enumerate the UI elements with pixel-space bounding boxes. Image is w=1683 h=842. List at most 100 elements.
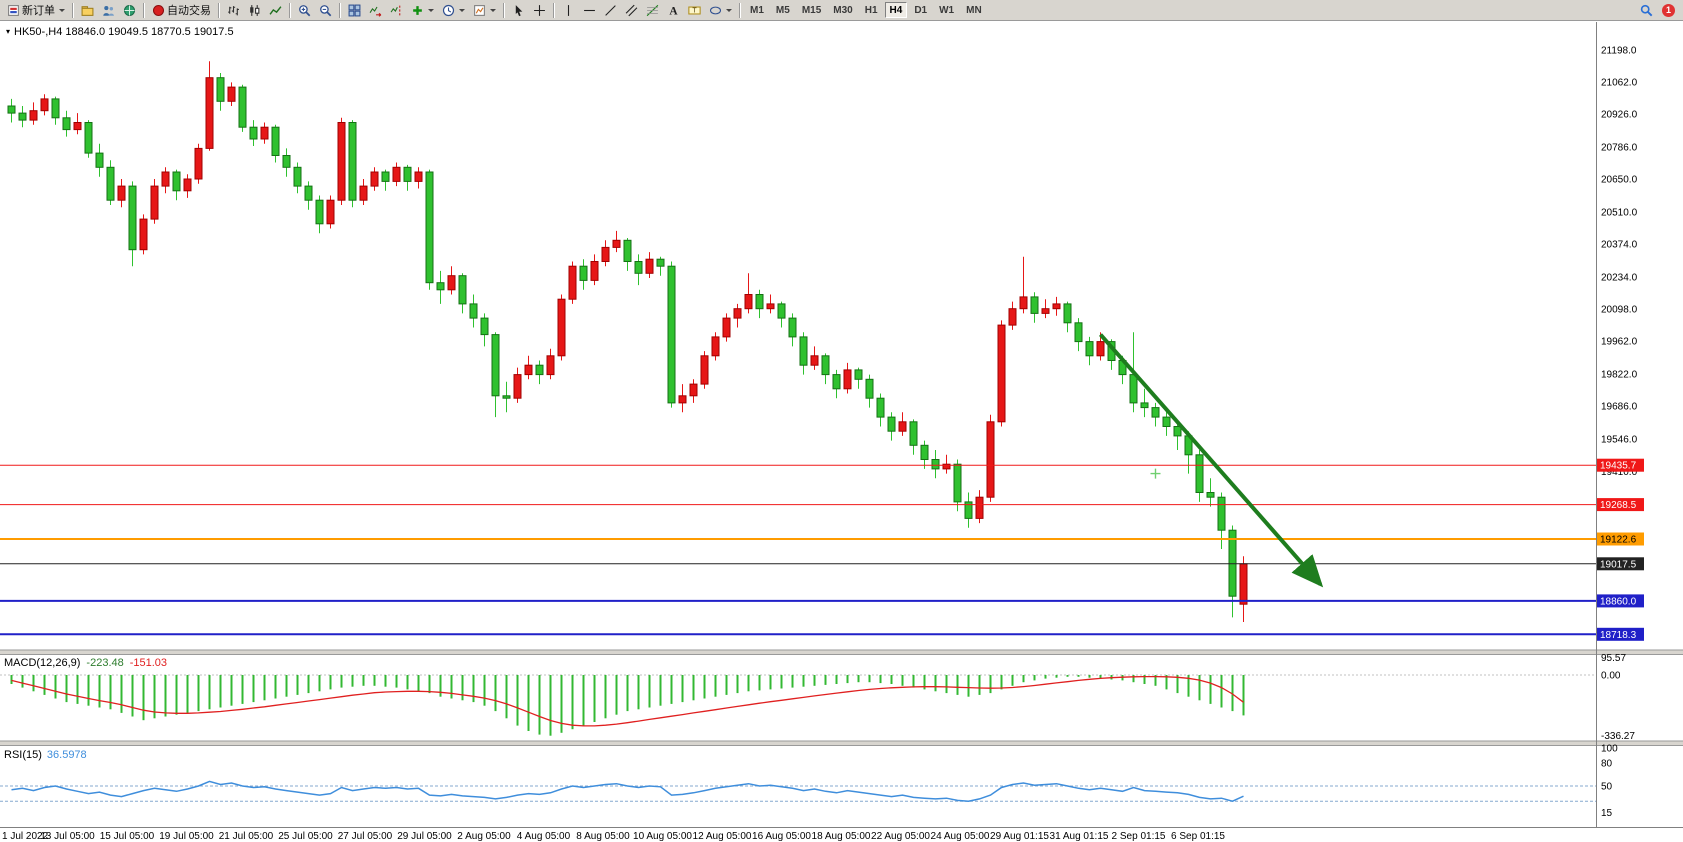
time-axis-label: 15 Jul 05:00 — [100, 831, 155, 842]
vertical-line-button[interactable] — [558, 1, 579, 19]
svg-text:A: A — [669, 5, 678, 16]
trend-arrow[interactable] — [1098, 333, 1324, 588]
notifications-badge[interactable]: 1 — [1662, 3, 1675, 17]
shapes-button[interactable] — [705, 1, 736, 19]
time-axis-label: 19 Jul 05:00 — [159, 831, 214, 842]
shapes-icon — [709, 6, 722, 14]
periods-icon — [442, 4, 455, 16]
templates-button[interactable] — [469, 1, 500, 19]
toolbar-separator — [143, 2, 145, 18]
time-axis-label: 12 Aug 05:00 — [693, 831, 752, 842]
price-axis-label: 19546.0 — [1601, 435, 1638, 446]
profiles-icon — [81, 5, 94, 16]
text-label-icon: T — [688, 5, 701, 14]
market-watch-button[interactable] — [98, 1, 119, 19]
time-axis-label: 10 Aug 05:00 — [633, 831, 692, 842]
periods-button[interactable] — [438, 1, 469, 19]
price-axis[interactable]: 21198.0 21062.0 20926.0 20786.0 20650.0 20510… — [1601, 45, 1638, 477]
text-button[interactable]: A — [663, 1, 684, 19]
svg-text:18860.0: 18860.0 — [1600, 596, 1637, 607]
svg-text:19268.5: 19268.5 — [1600, 500, 1637, 511]
time-axis-label: 13 Jul 05:00 — [40, 831, 95, 842]
new-order-button[interactable]: 新订单 — [3, 1, 69, 19]
crosshair-marker — [1150, 468, 1161, 479]
auto-scroll-button[interactable] — [365, 1, 386, 19]
new-chart-button[interactable] — [407, 1, 438, 19]
dropdown-caret-icon — [490, 8, 496, 12]
timeframe-w1-button[interactable]: W1 — [934, 2, 959, 18]
time-axis-label: 8 Aug 05:00 — [576, 831, 630, 842]
dropdown-caret-icon — [726, 8, 732, 12]
price-tag-19122.6: 19122.6 — [1597, 532, 1644, 546]
chart-shift-button[interactable] — [386, 1, 407, 19]
horizontal-line-button[interactable] — [579, 1, 600, 19]
rsi-label: RSI(15) 36.5978 — [4, 749, 87, 761]
tile-windows-button[interactable] — [344, 1, 365, 19]
crosshair-button[interactable] — [529, 1, 550, 19]
svg-text:T: T — [692, 7, 697, 14]
profiles-button[interactable] — [77, 1, 98, 19]
timeframe-h4-button[interactable]: H4 — [884, 2, 908, 18]
price-axis-label: 19410.0 — [1601, 467, 1638, 478]
candlesticks-icon — [250, 4, 260, 16]
toolbar-separator — [218, 2, 220, 18]
timeframe-m1-button[interactable]: M1 — [745, 2, 769, 18]
rsi-scale-label: 50 — [1601, 782, 1613, 793]
toolbar-separator — [503, 2, 505, 18]
cursor-button[interactable] — [508, 1, 529, 19]
zoom-out-button[interactable] — [315, 1, 336, 19]
macd-scale-label: -336.27 — [1601, 731, 1635, 742]
auto-trading-button[interactable]: 自动交易 — [148, 1, 215, 19]
time-axis-label: 4 Aug 05:00 — [517, 831, 571, 842]
time-axis-label: 1 Jul 2022 — [2, 831, 49, 842]
time-axis-label: 24 Aug 05:00 — [931, 831, 990, 842]
timeframe-m30-button[interactable]: M30 — [828, 2, 857, 18]
macd-scale-label: 0.00 — [1601, 671, 1621, 682]
timeframe-m15-button[interactable]: M15 — [797, 2, 826, 18]
timeframe-d1-button[interactable]: D1 — [909, 2, 932, 18]
fibonacci-icon — [646, 4, 659, 16]
price-tag-19017.5: 19017.5 — [1597, 557, 1644, 571]
zoom-in-button[interactable] — [294, 1, 315, 19]
line-chart-icon — [269, 5, 282, 15]
text-label-button[interactable]: T — [684, 1, 705, 19]
timeframe-h1-button[interactable]: H1 — [860, 2, 883, 18]
timeframe-mn-button[interactable]: MN — [961, 2, 987, 18]
price-axis-label: 21198.0 — [1601, 45, 1637, 56]
zoom-out-icon — [320, 4, 332, 16]
crosshair-icon — [534, 4, 545, 16]
toolbar-separator — [553, 2, 555, 18]
svg-text:19017.5: 19017.5 — [1600, 559, 1637, 570]
price-axis-label: 20234.0 — [1601, 273, 1638, 284]
equidistant-channel-button[interactable] — [621, 1, 642, 19]
time-axis-label: 21 Jul 05:00 — [219, 831, 274, 842]
templates-icon — [474, 4, 485, 16]
svg-text:19122.6: 19122.6 — [1600, 535, 1637, 546]
toolbar-separator — [289, 2, 291, 18]
time-axis-label: 16 Aug 05:00 — [752, 831, 811, 842]
new-chart-icon — [413, 5, 422, 15]
search-button[interactable] — [1636, 1, 1657, 19]
price-axis-label: 20098.0 — [1601, 305, 1638, 316]
fibonacci-button[interactable] — [642, 1, 663, 19]
chart-shift-icon — [390, 5, 401, 15]
time-axis-label: 29 Aug 01:15 — [990, 831, 1049, 842]
panel-separator[interactable] — [0, 740, 1683, 746]
time-axis-label: 18 Aug 05:00 — [812, 831, 871, 842]
bar-chart-button[interactable] — [223, 1, 244, 19]
timeframe-m5-button[interactable]: M5 — [771, 2, 795, 18]
search-icon — [1640, 4, 1653, 16]
price-axis-label: 19822.0 — [1601, 370, 1638, 381]
panel-separator[interactable] — [0, 649, 1683, 655]
trendline-button[interactable] — [600, 1, 621, 19]
navigator-button[interactable] — [119, 1, 140, 19]
tile-windows-icon — [348, 4, 361, 16]
candlestick-chart-button[interactable] — [244, 1, 265, 19]
line-chart-button[interactable] — [265, 1, 286, 19]
auto-trading-label: 自动交易 — [167, 5, 211, 17]
symbol-info: ▾ HK50-,H4 18846.0 19049.5 18770.5 19017… — [6, 26, 234, 38]
rsi-scale-label: 15 — [1601, 808, 1613, 819]
market-watch-icon — [103, 5, 114, 16]
